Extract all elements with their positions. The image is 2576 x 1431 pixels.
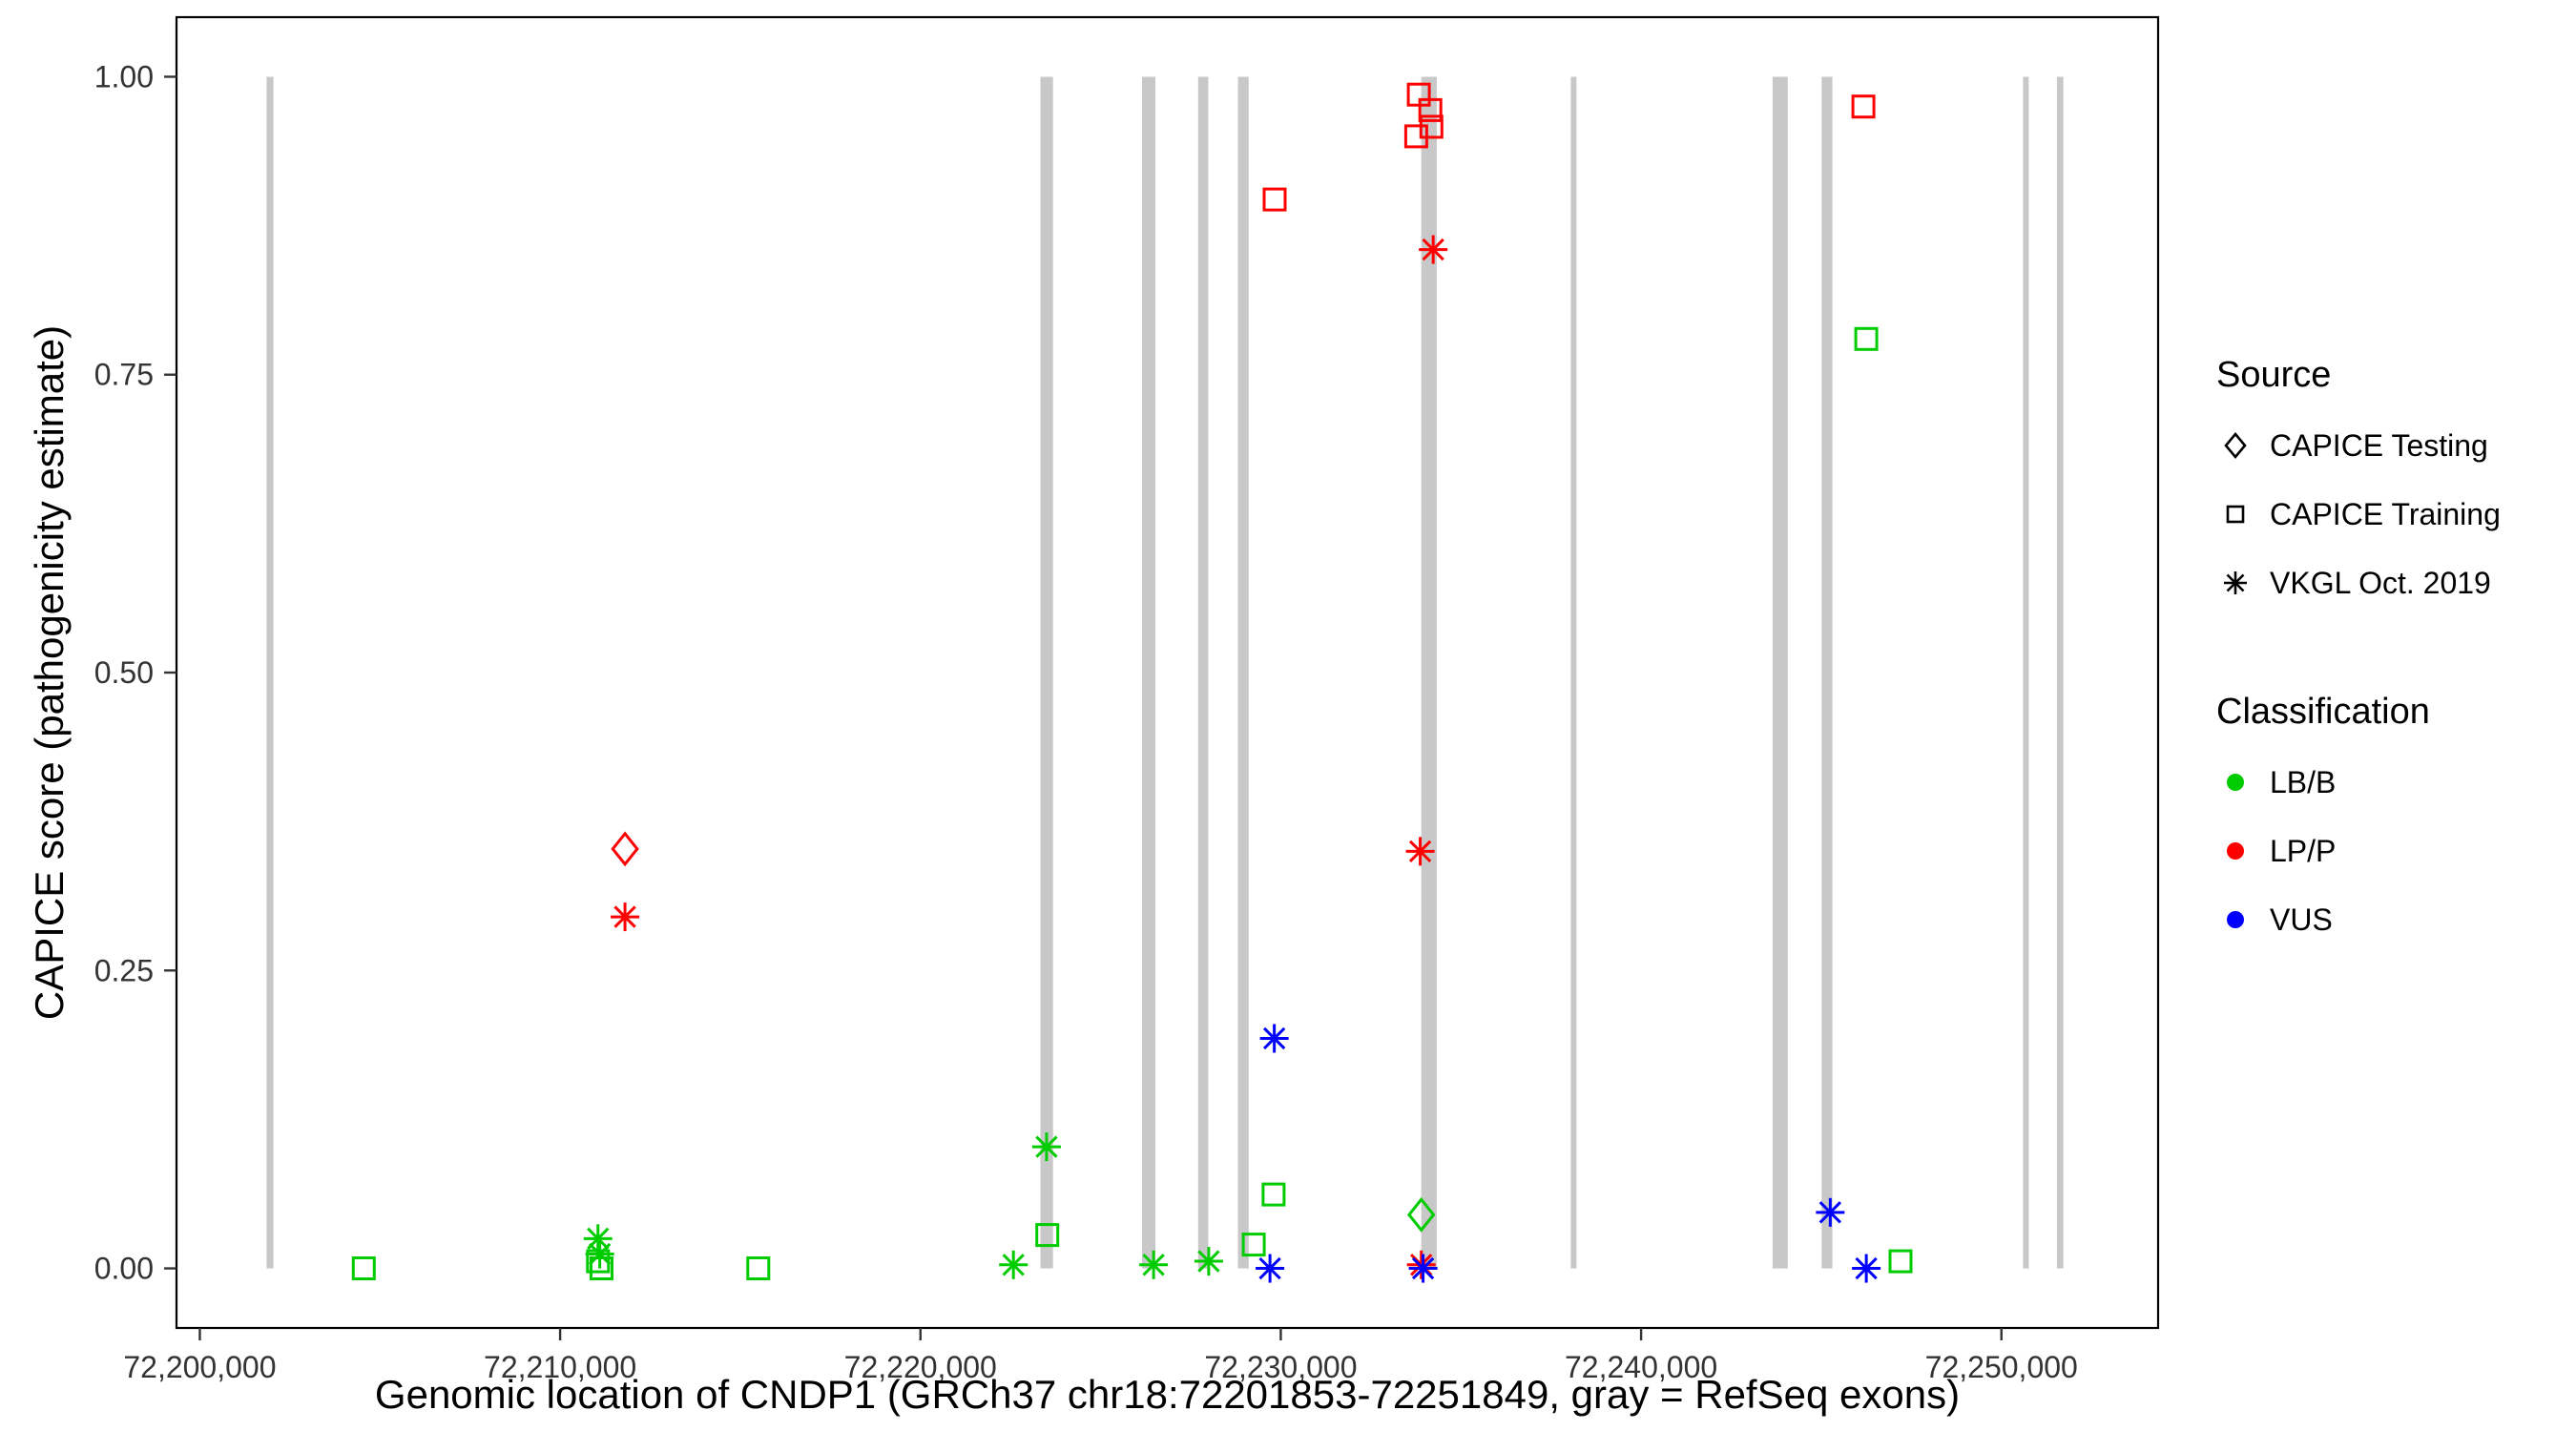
refseq-exon-bar xyxy=(1421,76,1437,1269)
legend-item-label: VUS xyxy=(2270,902,2333,937)
data-point xyxy=(590,1256,613,1280)
legend-item-label: CAPICE Training xyxy=(2270,496,2501,531)
data-point xyxy=(1854,326,1879,351)
legend-item-lbb: LB/B xyxy=(2216,748,2569,817)
data-point xyxy=(611,831,639,867)
legend: Source CAPICE Testing CAPICE Training xyxy=(2216,355,2569,954)
data-point xyxy=(1408,1254,1438,1283)
legend-classification-block: Classification LB/B LP/P VUS xyxy=(2216,692,2569,954)
legend-item-capice-training: CAPICE Training xyxy=(2216,480,2569,549)
legend-item-label: LB/B xyxy=(2270,764,2337,799)
x-axis-title: Genomic location of CNDP1 (GRCh37 chr18:… xyxy=(374,1372,1961,1417)
refseq-exon-bar xyxy=(2056,76,2064,1269)
data-point xyxy=(1403,124,1428,149)
refseq-exon-bar xyxy=(1197,76,1209,1269)
data-point xyxy=(1256,1254,1285,1283)
data-point xyxy=(999,1250,1028,1279)
green-dot-icon xyxy=(2227,774,2244,791)
x-tick-label: 72,240,000 xyxy=(1565,1350,1717,1384)
refseq-exon-bar xyxy=(1570,76,1577,1269)
data-point xyxy=(1259,1024,1289,1053)
x-tick-label: 72,200,000 xyxy=(123,1350,276,1384)
data-point xyxy=(1418,97,1443,122)
blue-dot-icon xyxy=(2227,911,2244,928)
legend-source-title: Source xyxy=(2216,355,2332,395)
data-point xyxy=(1851,94,1876,119)
data-point xyxy=(1262,187,1287,212)
data-point xyxy=(1139,1250,1169,1279)
y-tick-label: 0.00 xyxy=(94,1252,154,1286)
diamond-icon xyxy=(2224,431,2247,460)
legend-item-lpp: LP/P xyxy=(2216,817,2569,885)
y-tick-label: 1.00 xyxy=(94,59,154,93)
data-point xyxy=(351,1256,376,1280)
refseq-exon-bar xyxy=(1040,76,1053,1269)
data-point xyxy=(1194,1247,1223,1276)
legend-item-vus: VUS xyxy=(2216,885,2569,954)
legend-classification-title: Classification xyxy=(2216,692,2430,732)
data-point xyxy=(1031,1132,1061,1162)
data-point xyxy=(1035,1223,1060,1248)
legend-item-label: CAPICE Testing xyxy=(2270,427,2488,463)
x-tick-label: 72,230,000 xyxy=(1204,1350,1357,1384)
data-point xyxy=(1852,1254,1881,1283)
data-point xyxy=(1261,1182,1286,1207)
data-point xyxy=(1405,837,1435,866)
refseq-exon-bar xyxy=(1821,76,1833,1269)
x-tick-label: 72,210,000 xyxy=(484,1350,636,1384)
legend-item-label: VKGL Oct. 2019 xyxy=(2270,565,2491,600)
panel-border xyxy=(175,15,2160,1330)
refseq-exon-bar xyxy=(266,76,274,1269)
y-axis-title: CAPICE score (pathogenicity estimate) xyxy=(27,324,72,1021)
y-tick-label: 0.75 xyxy=(94,358,154,392)
data-point xyxy=(1241,1233,1266,1257)
refseq-exon-bar xyxy=(1142,76,1155,1269)
red-dot-icon xyxy=(2227,842,2244,860)
legend-item-label: LP/P xyxy=(2270,833,2337,868)
data-point xyxy=(1888,1249,1913,1274)
data-point xyxy=(583,1224,613,1254)
data-point xyxy=(1816,1197,1845,1227)
asterisk-icon xyxy=(2224,571,2247,594)
data-point xyxy=(611,902,640,932)
square-icon xyxy=(2226,505,2245,524)
x-tick-label: 72,220,000 xyxy=(844,1350,997,1384)
data-point xyxy=(1406,1196,1436,1233)
y-tick-label: 0.50 xyxy=(94,655,154,690)
legend-item-capice-testing: CAPICE Testing xyxy=(2216,411,2569,480)
data-point xyxy=(746,1256,771,1280)
legend-item-vkgl: VKGL Oct. 2019 xyxy=(2216,549,2569,617)
refseq-exon-bar xyxy=(1772,76,1788,1269)
refseq-exon-bar xyxy=(1237,76,1249,1269)
y-tick-label: 0.25 xyxy=(94,953,154,987)
refseq-exon-bar xyxy=(2023,76,2029,1269)
legend-source-block: Source CAPICE Testing CAPICE Training xyxy=(2216,355,2569,617)
data-point xyxy=(586,1249,611,1274)
x-tick-label: 72,250,000 xyxy=(1925,1350,2078,1384)
data-point xyxy=(1419,235,1448,264)
